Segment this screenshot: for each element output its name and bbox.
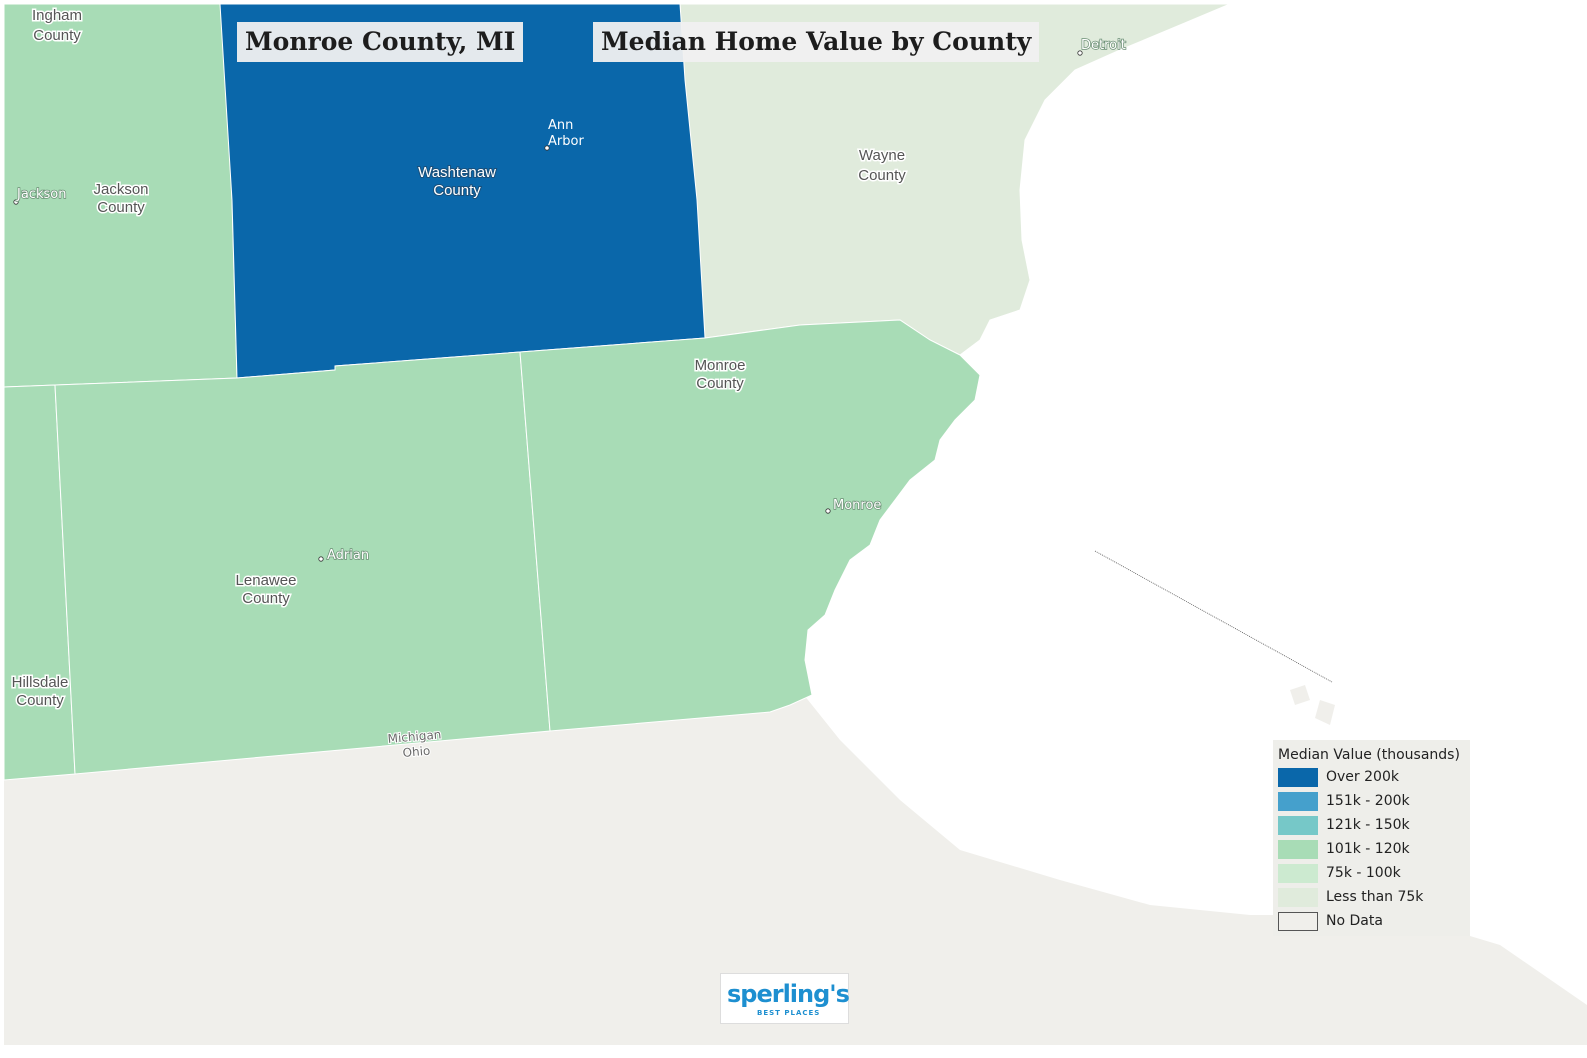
legend-item: Over 200k [1278,768,1468,788]
legend-item: 121k - 150k [1278,816,1468,836]
island [1070,920,1200,950]
legend-swatch [1278,792,1318,811]
detroit-city-marker [1077,50,1083,56]
legend-label: Over 200k [1326,769,1399,785]
legend-swatch [1278,888,1318,907]
lenawee-county-label: Lenawee [236,572,297,589]
monroe-city-label: Monroe [833,498,881,513]
ann-arbor-city-marker [544,145,550,151]
county-title: Monroe County, MI [237,22,524,62]
adrian-city-marker [318,556,324,562]
lenawee-county [54,351,551,775]
monroe-county-label-2: County [696,375,744,392]
legend-swatch [1278,768,1318,787]
detroit-city-label: Detroit [1081,38,1126,53]
hillsdale-county-label-2: County [16,692,64,709]
legend-swatch [1278,816,1318,835]
legend-label: 121k - 150k [1326,817,1410,833]
ohio-region [4,690,1587,1045]
legend-item: 75k - 100k [1278,864,1468,884]
legend-swatch [1278,840,1318,859]
ann-arbor-city-label: Ann [548,118,573,133]
lenawee-county-label-2: County [242,590,290,607]
legend-swatch [1278,912,1318,931]
washtenaw-county-label-2: County [433,182,481,199]
monroe-county-label: Monroe [695,357,746,374]
jackson-county-label: Jackson [93,181,148,198]
legend-label: 101k - 120k [1326,841,1410,857]
legend-label: 75k - 100k [1326,865,1401,881]
adrian-city-label: Adrian [327,548,369,563]
ohio-state-label: Ohio [402,744,431,760]
hillsdale-county-label: Hillsdale [12,674,69,691]
monroe-county [519,319,981,732]
ann-arbor-city-label-2: Arbor [548,134,584,149]
logo-brand: sperling's [727,980,850,1008]
ingham-county-label-2: County [33,27,81,44]
legend-swatch [1278,864,1318,883]
jackson-city-label: Jackson [16,187,66,202]
legend-item: 151k - 200k [1278,792,1468,812]
legend-item: 101k - 120k [1278,840,1468,860]
legend-label: Less than 75k [1326,889,1424,905]
jackson-county-label-2: County [97,199,145,216]
ingham-county-label: Ingham [32,7,82,24]
jackson-city-marker [13,199,19,205]
wayne-county-label: Wayne [859,147,905,164]
michigan-state-label: Michigan [387,727,442,746]
legend-label: No Data [1326,913,1383,929]
logo-tagline: BEST PLACES [757,1009,821,1017]
legend: Median Value (thousands) Over 200k 151k … [1273,740,1470,936]
wayne-county-label-2: County [858,167,906,184]
legend-title: Median Value (thousands) [1278,747,1460,763]
island [1315,700,1335,725]
legend-item: Less than 75k [1278,888,1468,908]
map-title: Median Home Value by County [593,22,1040,62]
sperlings-logo[interactable]: sperling's BEST PLACES [720,973,850,1024]
legend-item: No Data [1278,912,1468,932]
island [1290,685,1310,705]
monroe-city-marker [825,508,831,514]
washtenaw-county-label: Washtenaw [418,164,496,181]
legend-label: 151k - 200k [1326,793,1410,809]
